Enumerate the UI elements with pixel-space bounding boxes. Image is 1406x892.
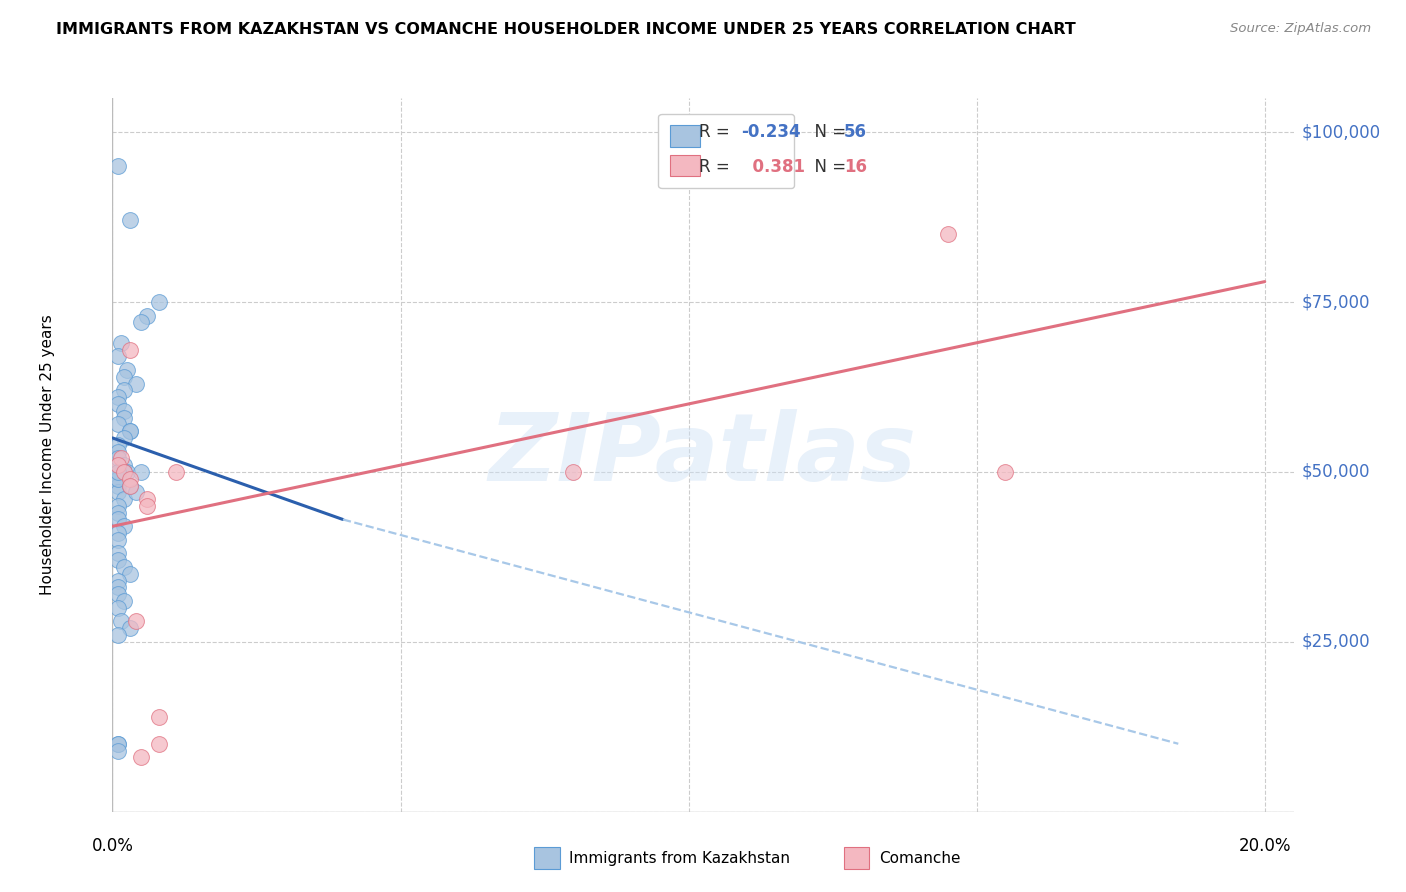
Point [107, 458, 129, 472]
Point [118, 343, 141, 357]
Point [165, 465, 187, 479]
Text: R =: R = [699, 123, 735, 141]
Point [136, 492, 159, 507]
Point [115, 363, 138, 377]
Point [118, 478, 141, 492]
Point [110, 335, 132, 350]
Point [107, 465, 129, 479]
Text: Immigrants from Kazakhstan: Immigrants from Kazakhstan [569, 851, 790, 865]
Point [107, 417, 129, 432]
Point [112, 492, 135, 507]
Text: $50,000: $50,000 [1302, 463, 1371, 481]
Point [148, 709, 170, 723]
Point [129, 465, 152, 479]
Text: N =: N = [804, 123, 852, 141]
Point [994, 465, 1017, 479]
Point [112, 384, 135, 398]
Point [107, 533, 129, 547]
Point [112, 465, 135, 479]
Point [112, 403, 135, 417]
Text: 56: 56 [844, 123, 866, 141]
Point [107, 390, 129, 404]
Point [112, 431, 135, 445]
Point [107, 506, 129, 520]
Point [107, 472, 129, 486]
Point [112, 594, 135, 608]
Text: Comanche: Comanche [879, 851, 960, 865]
Point [136, 499, 159, 513]
Point [107, 600, 129, 615]
Text: IMMIGRANTS FROM KAZAKHSTAN VS COMANCHE HOUSEHOLDER INCOME UNDER 25 YEARS CORRELA: IMMIGRANTS FROM KAZAKHSTAN VS COMANCHE H… [56, 22, 1076, 37]
Point [107, 546, 129, 560]
Text: 20.0%: 20.0% [1239, 837, 1291, 855]
Text: $25,000: $25,000 [1302, 632, 1371, 651]
Point [112, 560, 135, 574]
Text: Householder Income Under 25 years: Householder Income Under 25 years [39, 315, 55, 595]
Text: 0.0%: 0.0% [91, 837, 134, 855]
Point [118, 424, 141, 438]
Text: $75,000: $75,000 [1302, 293, 1371, 311]
Point [562, 465, 585, 479]
Point [107, 628, 129, 642]
Point [118, 478, 141, 492]
Text: R =: R = [699, 158, 735, 177]
Point [124, 485, 146, 500]
Point [107, 350, 129, 364]
Point [112, 458, 135, 472]
Point [107, 526, 129, 541]
Point [107, 737, 129, 751]
Point [107, 737, 129, 751]
Point [124, 615, 146, 629]
Legend: dummy1, dummy2: dummy1, dummy2 [658, 113, 794, 188]
Point [107, 499, 129, 513]
Point [107, 743, 129, 757]
Point [118, 472, 141, 486]
Point [107, 485, 129, 500]
Point [107, 451, 129, 466]
Point [107, 574, 129, 588]
Point [107, 397, 129, 411]
Point [129, 315, 152, 329]
Point [107, 587, 129, 601]
Point [107, 581, 129, 595]
Point [107, 478, 129, 492]
Text: ZIPatlas: ZIPatlas [489, 409, 917, 501]
Point [936, 227, 959, 241]
Point [148, 295, 170, 310]
Point [110, 615, 132, 629]
Point [118, 621, 141, 635]
Point [107, 472, 129, 486]
Text: $100,000: $100,000 [1302, 123, 1381, 141]
Point [112, 369, 135, 384]
Point [107, 465, 129, 479]
Text: Source: ZipAtlas.com: Source: ZipAtlas.com [1230, 22, 1371, 36]
Text: 0.381: 0.381 [741, 158, 806, 177]
Text: 16: 16 [844, 158, 866, 177]
Point [124, 376, 146, 391]
Point [107, 438, 129, 452]
Point [107, 159, 129, 173]
Point [112, 410, 135, 425]
Point [129, 750, 152, 764]
Text: -0.234: -0.234 [741, 123, 800, 141]
Point [118, 424, 141, 438]
Point [112, 465, 135, 479]
Point [112, 519, 135, 533]
Point [115, 465, 138, 479]
Point [136, 309, 159, 323]
Point [148, 737, 170, 751]
Point [107, 444, 129, 458]
Point [118, 213, 141, 227]
Text: N =: N = [804, 158, 852, 177]
Point [110, 451, 132, 466]
Point [118, 566, 141, 581]
Point [107, 553, 129, 567]
Point [107, 512, 129, 526]
